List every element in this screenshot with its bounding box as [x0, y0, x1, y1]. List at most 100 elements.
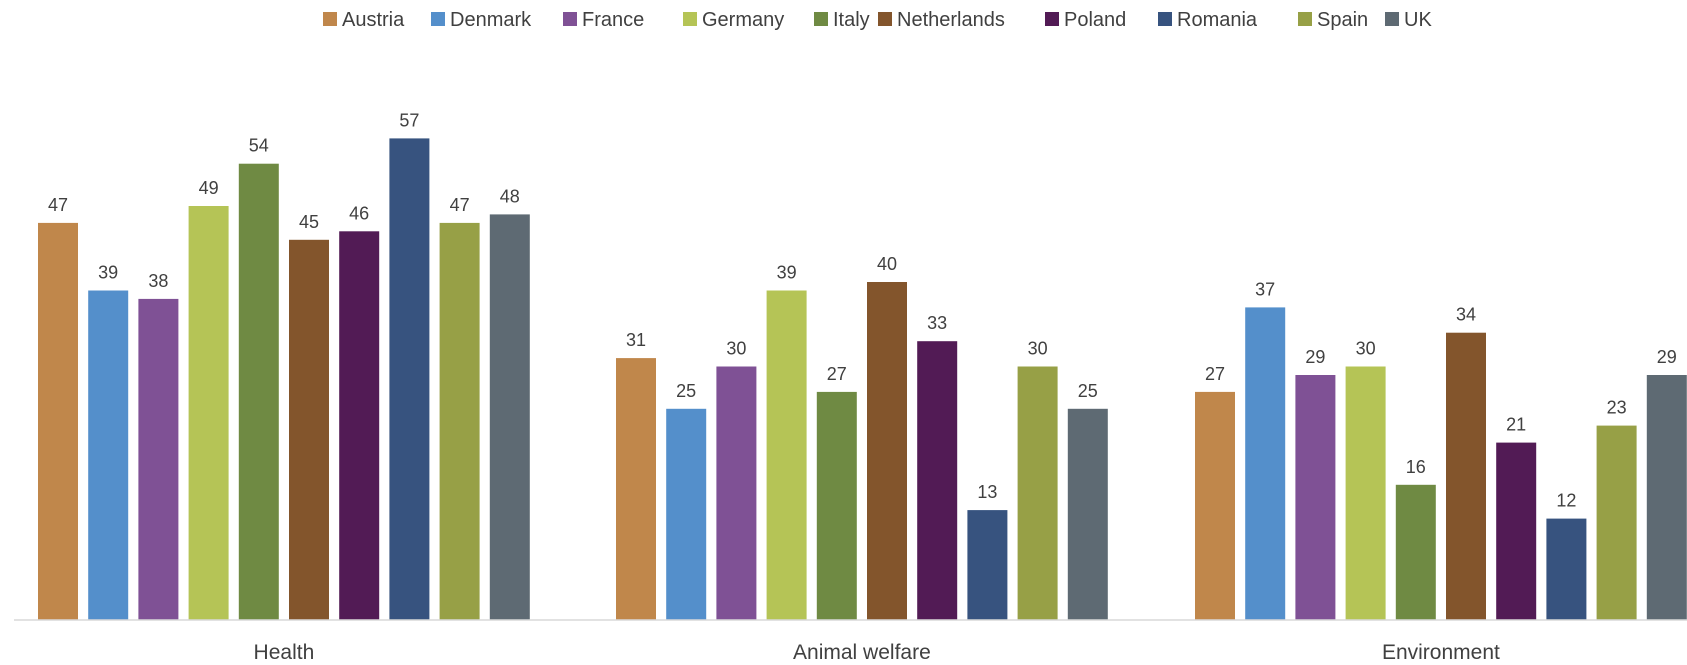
bar-animal-welfare-austria	[616, 358, 656, 620]
data-label-health-denmark: 39	[98, 263, 118, 283]
legend-item-romania: Romania	[1158, 9, 1258, 31]
legend-item-uk: UK	[1385, 9, 1432, 31]
data-label-environment-poland: 21	[1506, 415, 1526, 435]
bar-environment-spain	[1596, 425, 1637, 620]
legend-label-netherlands: Netherlands	[897, 9, 1005, 31]
bar-environment-romania	[1546, 518, 1587, 620]
legend-swatch-uk	[1385, 12, 1399, 26]
bar-environment-netherlands	[1446, 332, 1486, 620]
legend-item-germany: Germany	[683, 9, 784, 31]
data-label-health-austria: 47	[48, 195, 68, 215]
legend-label-italy: Italy	[833, 9, 870, 31]
legend-swatch-austria	[323, 12, 337, 26]
category-axis: Health Animal welfare Environment	[254, 641, 1500, 664]
data-label-health-uk: 48	[500, 186, 520, 206]
data-label-health-romania: 57	[399, 110, 419, 130]
category-label-animal-welfare: Animal welfare	[793, 641, 931, 664]
legend-item-france: France	[563, 9, 644, 31]
legend: Austria Denmark France Germany Italy Netherla…	[323, 9, 1432, 31]
bar-environment-poland	[1496, 442, 1537, 620]
bar-health-italy	[238, 163, 279, 620]
bar-group-animal-welfare: 31 25 30 39 27 40 33 13 30 25	[616, 254, 1108, 620]
data-label-animal-welfare-france: 30	[726, 339, 746, 359]
legend-label-germany: Germany	[702, 9, 784, 31]
legend-label-uk: UK	[1404, 9, 1432, 31]
bar-health-romania	[389, 138, 430, 620]
legend-item-poland: Poland	[1045, 9, 1126, 31]
data-label-environment-netherlands: 34	[1456, 305, 1476, 325]
data-label-animal-welfare-netherlands: 40	[877, 254, 897, 274]
data-label-health-italy: 54	[249, 136, 269, 156]
bar-environment-uk	[1646, 375, 1687, 620]
legend-label-austria: Austria	[342, 9, 405, 31]
data-label-animal-welfare-germany: 39	[777, 263, 797, 283]
data-label-health-france: 38	[148, 271, 168, 291]
bar-group-environment: 27 37 29 30 16 34 21 12 23 29	[1195, 279, 1687, 620]
data-label-environment-italy: 16	[1406, 457, 1426, 477]
data-label-environment-denmark: 37	[1255, 279, 1275, 299]
bar-group-health: 47 39 38 49 54 45 46 57 47 48	[38, 110, 530, 621]
data-label-health-germany: 49	[199, 178, 219, 198]
data-label-environment-austria: 27	[1205, 364, 1225, 384]
plot-area: 47 39 38 49 54 45 46 57 47 48 31 25 30 39 27 40 33 13 30 25…	[38, 110, 1687, 621]
bar-environment-denmark	[1245, 307, 1286, 620]
legend-label-poland: Poland	[1064, 9, 1126, 31]
data-label-environment-france: 29	[1305, 347, 1325, 367]
bar-health-spain	[439, 222, 480, 620]
legend-label-spain: Spain	[1317, 9, 1368, 31]
data-label-environment-romania: 12	[1556, 491, 1576, 511]
data-label-health-spain: 47	[450, 195, 470, 215]
legend-swatch-romania	[1158, 12, 1172, 26]
bar-animal-welfare-italy	[816, 391, 857, 620]
legend-swatch-denmark	[431, 12, 445, 26]
bar-environment-germany	[1345, 366, 1386, 620]
bar-animal-welfare-denmark	[666, 408, 707, 620]
data-label-environment-germany: 30	[1356, 339, 1376, 359]
bar-environment-italy	[1395, 484, 1436, 620]
legend-swatch-germany	[683, 12, 697, 26]
legend-label-romania: Romania	[1177, 9, 1258, 31]
legend-item-spain: Spain	[1298, 9, 1368, 31]
data-label-environment-spain: 23	[1607, 398, 1627, 418]
bar-health-denmark	[88, 290, 129, 620]
legend-label-france: France	[582, 9, 644, 31]
legend-swatch-france	[563, 12, 577, 26]
bar-animal-welfare-france	[716, 366, 757, 620]
data-label-animal-welfare-denmark: 25	[676, 381, 696, 401]
legend-label-denmark: Denmark	[450, 9, 532, 31]
bar-animal-welfare-germany	[766, 290, 807, 620]
bar-health-austria	[38, 222, 78, 620]
legend-item-italy: Italy	[814, 9, 870, 31]
data-label-animal-welfare-austria: 31	[626, 330, 646, 350]
bar-animal-welfare-poland	[917, 341, 958, 620]
category-label-health: Health	[254, 641, 315, 664]
legend-swatch-netherlands	[878, 12, 892, 26]
data-label-environment-uk: 29	[1657, 347, 1677, 367]
bar-health-uk	[489, 214, 530, 620]
legend-swatch-poland	[1045, 12, 1059, 26]
bar-animal-welfare-uk	[1067, 408, 1108, 620]
legend-item-netherlands: Netherlands	[878, 9, 1005, 31]
legend-item-austria: Austria	[323, 9, 405, 31]
data-label-animal-welfare-uk: 25	[1078, 381, 1098, 401]
data-label-health-netherlands: 45	[299, 212, 319, 232]
bar-environment-france	[1295, 375, 1336, 620]
bar-health-germany	[188, 206, 229, 620]
legend-swatch-italy	[814, 12, 828, 26]
data-label-animal-welfare-italy: 27	[827, 364, 847, 384]
bar-health-france	[138, 298, 179, 620]
data-label-health-poland: 46	[349, 203, 369, 223]
bar-health-poland	[339, 231, 380, 621]
legend-item-denmark: Denmark	[431, 9, 532, 31]
bar-environment-austria	[1195, 391, 1235, 620]
bar-animal-welfare-romania	[967, 510, 1008, 620]
bar-health-netherlands	[289, 239, 329, 621]
data-label-animal-welfare-romania: 13	[977, 482, 997, 502]
data-label-animal-welfare-spain: 30	[1028, 339, 1048, 359]
category-label-environment: Environment	[1382, 641, 1500, 664]
bar-animal-welfare-netherlands	[867, 282, 907, 620]
data-label-animal-welfare-poland: 33	[927, 313, 947, 333]
bar-animal-welfare-spain	[1017, 366, 1058, 620]
legend-swatch-spain	[1298, 12, 1312, 26]
